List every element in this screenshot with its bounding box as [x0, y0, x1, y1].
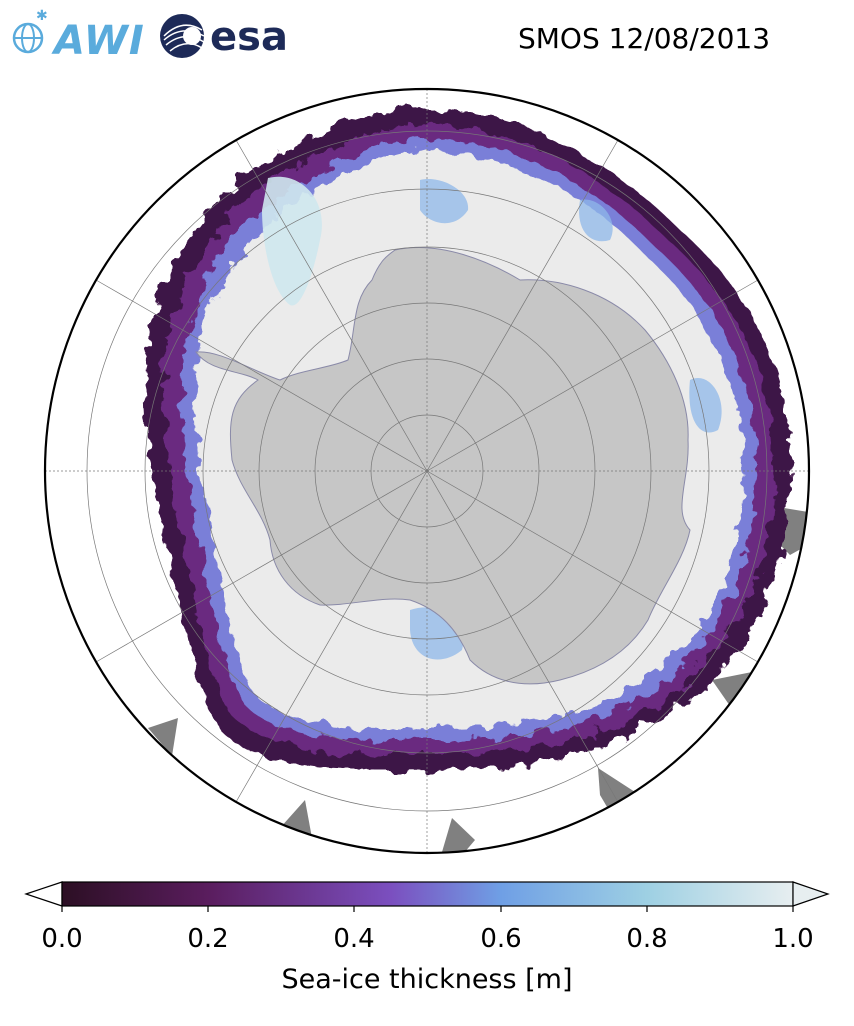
colorbar-tick-label: 1.0: [772, 924, 814, 954]
colorbar-tick-label: 0.0: [41, 924, 83, 954]
colorbar-tick-label: 0.8: [626, 924, 668, 954]
esa-globe-icon: [160, 14, 205, 58]
antarctica-land: [195, 247, 691, 685]
colorbar: [24, 881, 830, 912]
awi-logo: ✱ AWI: [8, 8, 148, 64]
colorbar-under-arrow: [24, 881, 63, 907]
awi-globe-icon: ✱: [12, 8, 48, 54]
esa-logo: esa: [158, 8, 308, 64]
colorbar-tick-label: 0.6: [480, 924, 522, 954]
colorbar-tick-label: 0.4: [333, 924, 375, 954]
map-title: SMOS 12/08/2013: [518, 22, 771, 55]
esa-logo-text: esa: [210, 14, 288, 60]
colorbar-tick-label: 0.2: [187, 924, 229, 954]
map-boundary: [43, 87, 811, 855]
awi-logo-text: AWI: [54, 18, 145, 64]
meridians: [45, 89, 809, 853]
colorbar-ticks: [61, 906, 794, 912]
colorbar-over-arrow: [792, 881, 830, 907]
colorbar-gradient: [61, 881, 794, 907]
svg-text:✱: ✱: [36, 8, 48, 24]
weddell-thin-ice: [262, 176, 322, 306]
colorbar-label: Sea-ice thickness [m]: [281, 964, 573, 995]
